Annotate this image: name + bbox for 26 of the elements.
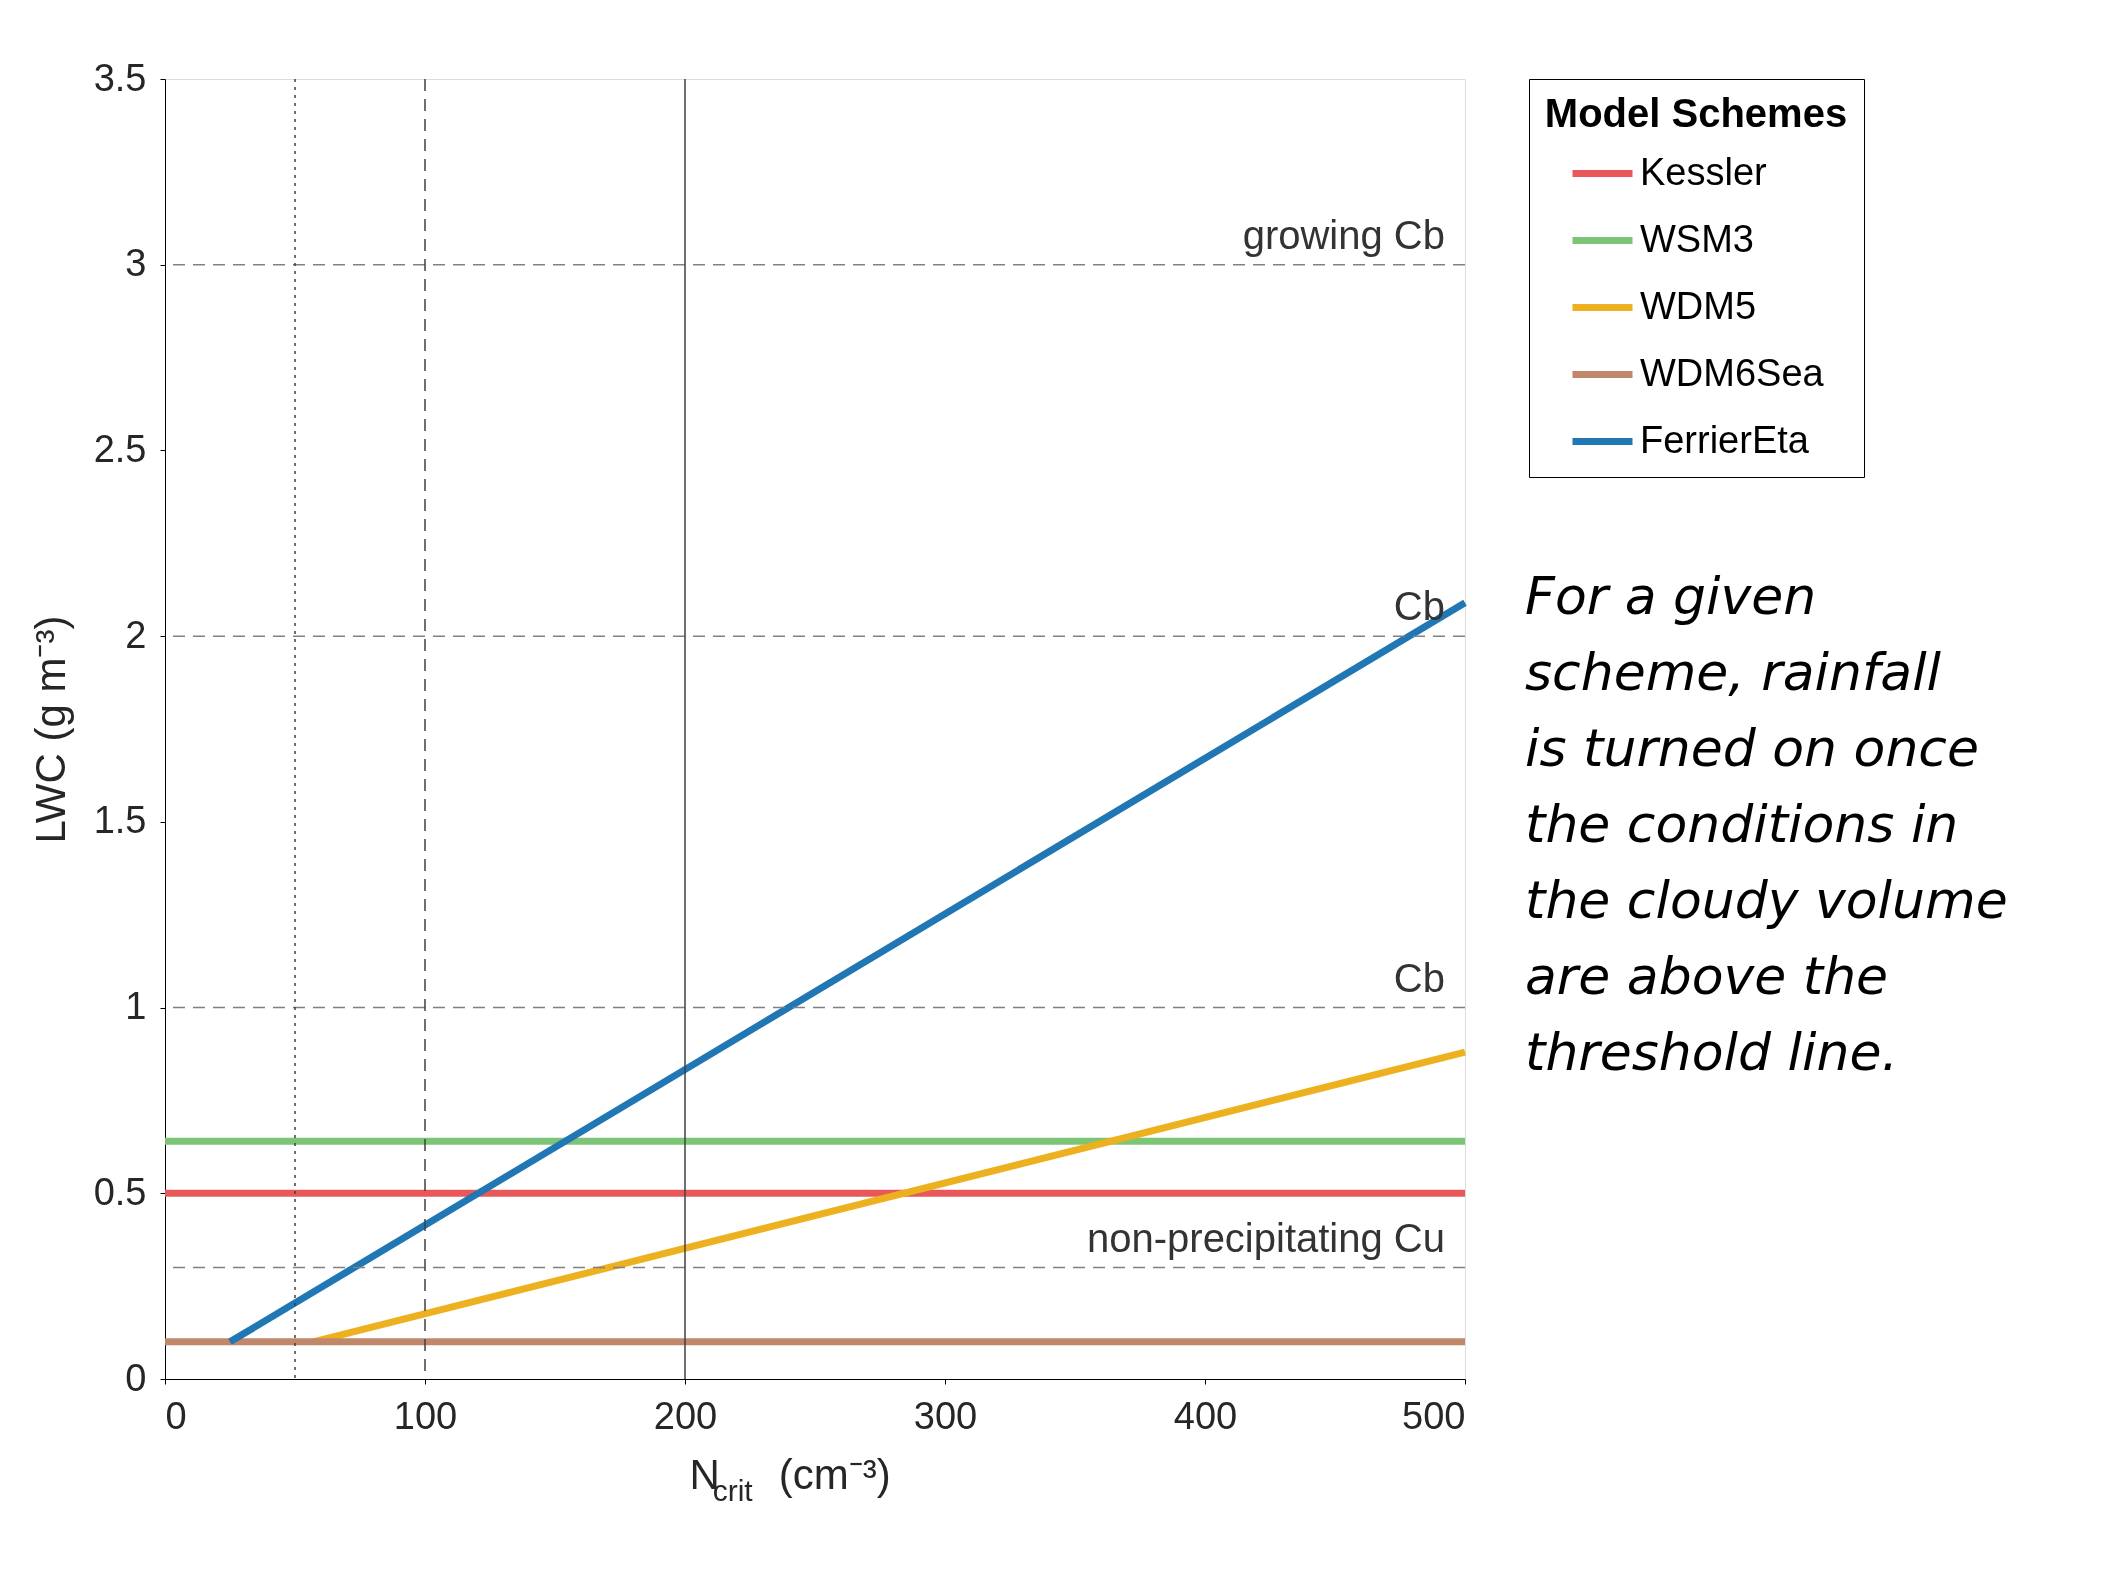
x-tick-label: 500: [1402, 1394, 1466, 1437]
legend-label: WDM6Sea: [1640, 351, 1825, 394]
x-tick-label: 200: [653, 1394, 718, 1437]
x-tick-label: 400: [1173, 1394, 1238, 1437]
legend-title: Model Schemes: [1544, 91, 1848, 135]
y-tick-label: 3: [125, 242, 147, 285]
x-tick-label: 300: [913, 1394, 978, 1437]
ref-line-label: growing Cb: [1242, 212, 1445, 257]
ref-line-label: Cb: [1393, 955, 1445, 1000]
y-tick-label: 0.5: [93, 1170, 147, 1213]
y-tick-label: 3.5: [93, 56, 147, 99]
ref-line-label: non-precipitating Cu: [1087, 1215, 1445, 1260]
x-tick-label: 0: [165, 1394, 187, 1437]
y-tick-label: 2: [125, 613, 147, 656]
x-tick-label: 100: [393, 1394, 458, 1437]
y-tick-label: 0: [125, 1356, 147, 1399]
ref-line-label: Cb: [1393, 584, 1445, 629]
y-tick-label: 2.5: [93, 427, 147, 470]
legend-label: WDM5: [1640, 284, 1757, 327]
legend-label: FerrierEta: [1640, 418, 1810, 461]
y-axis-title: LWC (g m⁻³): [26, 615, 74, 844]
y-tick-label: 1.5: [93, 799, 147, 842]
text: For a given scheme, rainfall is turned on once the conditions in the cloudy volume are above the threshold line.: [1525, 566, 2008, 1082]
legend-label: WSM3: [1640, 217, 1754, 260]
legend-label: Kessler: [1640, 150, 1768, 193]
y-tick-label: 1: [125, 985, 147, 1028]
